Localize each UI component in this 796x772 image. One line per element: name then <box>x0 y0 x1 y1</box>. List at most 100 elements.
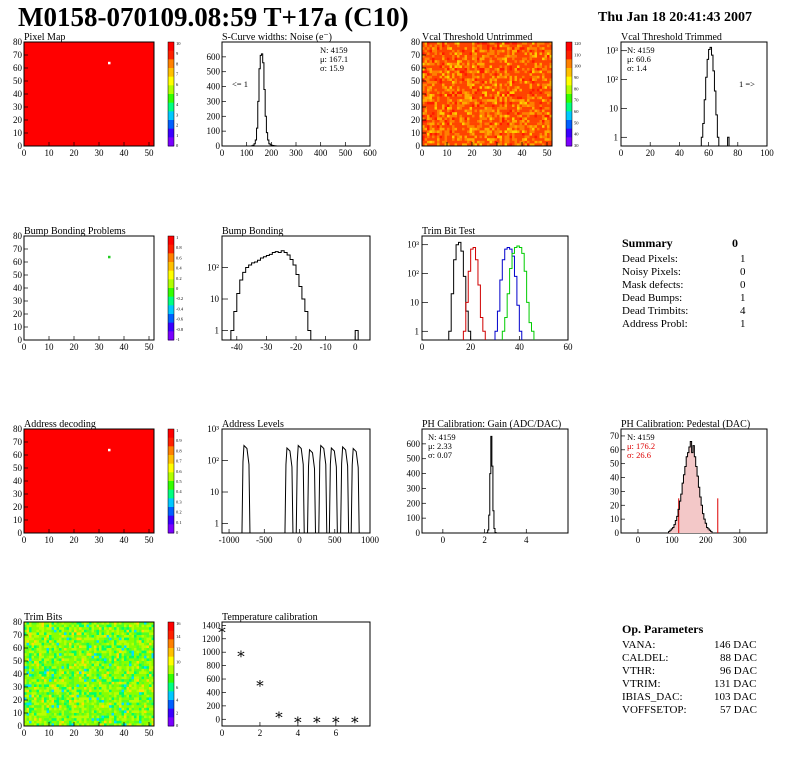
heatmap-cell <box>151 697 155 701</box>
heatmap-cell <box>544 65 548 69</box>
heatmap-cell <box>429 70 433 74</box>
heatmap-cell <box>84 645 87 649</box>
heatmap-cell <box>59 629 62 633</box>
heatmap-cell <box>26 681 30 685</box>
heatmap-cell <box>109 663 112 667</box>
heatmap-cell <box>31 702 35 706</box>
heatmap-cell <box>527 120 530 123</box>
heatmap-cell <box>119 710 122 714</box>
heatmap-cell <box>539 120 543 123</box>
heatmap-cell <box>534 49 538 53</box>
heatmap-cell <box>39 723 42 727</box>
heatmap-cell <box>432 120 435 123</box>
heatmap-cell <box>479 44 483 48</box>
heatmap-cell <box>429 78 433 82</box>
heatmap-cell <box>126 681 130 685</box>
heatmap-cell <box>66 629 70 633</box>
heatmap-cell <box>91 697 95 701</box>
palette-swatch <box>168 111 174 121</box>
heatmap-cell <box>507 88 510 92</box>
heatmap-cell <box>482 125 485 129</box>
heatmap-cell <box>532 65 535 69</box>
heatmap-cell <box>109 715 112 719</box>
heatmap-cell <box>537 112 540 116</box>
heatmap-cell <box>494 70 498 74</box>
heatmap-cell <box>427 81 430 84</box>
heatmap-cell <box>484 138 488 142</box>
heatmap-cell <box>437 135 440 139</box>
heatmap-cell <box>437 96 440 100</box>
heatmap-cell <box>119 637 122 641</box>
heatmap-cell <box>56 668 60 672</box>
heatmap-cell <box>41 689 45 693</box>
heatmap-cell <box>106 684 110 688</box>
heatmap-cell <box>54 713 57 716</box>
heatmap-cell <box>71 700 75 703</box>
heatmap-cell <box>39 637 42 641</box>
heatmap-cell <box>497 109 500 113</box>
heatmap-cell <box>464 65 468 69</box>
heatmap-cell <box>121 723 125 727</box>
heatmap-cell <box>512 44 515 48</box>
heatmap-cell <box>447 140 450 144</box>
palette-swatch <box>168 481 174 491</box>
heatmap-cell <box>151 715 155 719</box>
heatmap-cell <box>542 130 545 134</box>
heatmap-cell <box>149 697 152 701</box>
heatmap-cell <box>534 125 538 129</box>
heatmap-cell <box>146 642 150 646</box>
heatmap-cell <box>544 86 548 90</box>
heatmap-cell <box>116 697 120 701</box>
heatmap-cell <box>502 75 505 79</box>
heatmap-cell <box>99 653 102 657</box>
heatmap-cell <box>507 104 510 108</box>
x-tick-label: 30 <box>95 535 105 545</box>
heatmap-cell <box>96 679 100 683</box>
heatmap-cell <box>114 715 117 719</box>
heatmap-cell <box>139 713 142 716</box>
heatmap-cell <box>46 666 50 670</box>
heatmap-cell <box>86 622 90 625</box>
heatmap-cell <box>477 49 480 53</box>
heatmap-cell <box>477 55 480 58</box>
heatmap-cell <box>537 114 540 118</box>
heatmap-cell <box>537 47 540 51</box>
heatmap-cell <box>69 661 72 664</box>
heatmap-cell <box>49 645 52 649</box>
heatmap-cell <box>424 52 428 56</box>
heatmap-cell <box>482 86 485 90</box>
heatmap-cell <box>34 635 37 638</box>
heatmap-fill <box>24 42 154 146</box>
x-tick-label: 0 <box>22 342 27 352</box>
heatmap-cell <box>76 632 80 636</box>
heatmap-cell <box>96 723 100 727</box>
heatmap-cell <box>482 138 485 142</box>
heatmap-cell <box>149 674 152 677</box>
heatmap-cell <box>114 713 117 716</box>
heatmap-cell <box>517 120 520 123</box>
heatmap-cell <box>522 75 525 79</box>
heatmap-cell <box>429 49 433 53</box>
heatmap-cell <box>522 101 525 105</box>
heatmap-cell <box>434 130 438 134</box>
heatmap-cell <box>119 676 122 680</box>
heatmap-cell <box>429 52 433 56</box>
heatmap-cell <box>109 671 112 675</box>
heatmap-cell <box>547 96 550 100</box>
heatmap-cell <box>487 42 490 45</box>
heatmap-cell <box>497 83 500 87</box>
y-tick-label: 60 <box>13 257 23 267</box>
x-tick-label: 60 <box>704 148 714 158</box>
heatmap-cell <box>537 91 540 95</box>
heatmap-cell <box>66 663 70 667</box>
heatmap-cell <box>34 640 37 644</box>
heatmap-cell <box>467 68 470 71</box>
summary-value-mask-defects: 0 <box>740 279 746 291</box>
heatmap-cell <box>41 645 45 649</box>
heatmap-cell <box>44 640 47 644</box>
heatmap-cell <box>149 705 152 709</box>
heatmap-cell <box>81 710 85 714</box>
heatmap-cell <box>517 99 520 103</box>
heatmap-cell <box>94 705 97 709</box>
heatmap-cell <box>452 91 455 95</box>
